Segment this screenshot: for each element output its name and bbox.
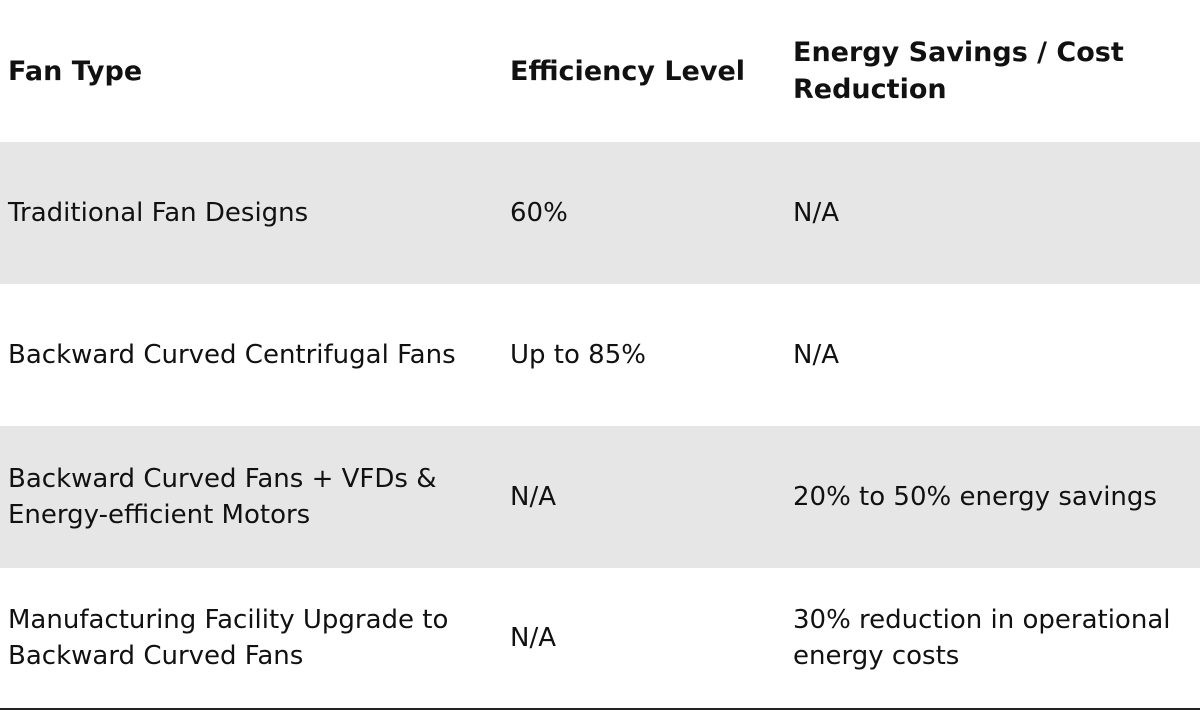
cell-savings: N/A <box>785 284 1200 426</box>
cell-efficiency: N/A <box>502 426 785 568</box>
cell-efficiency: N/A <box>502 568 785 710</box>
header-row: Fan Type Efficiency Level Energy Savings… <box>0 0 1200 142</box>
cell-efficiency: Up to 85% <box>502 284 785 426</box>
cell-efficiency: 60% <box>502 142 785 284</box>
cell-savings: 30% reduction in operational energy cost… <box>785 568 1200 710</box>
header-efficiency-level: Efficiency Level <box>502 0 785 142</box>
table-body: Traditional Fan Designs 60% N/A Backward… <box>0 142 1200 710</box>
cell-fan-type: Backward Curved Centrifugal Fans <box>0 284 502 426</box>
table-row: Backward Curved Centrifugal Fans Up to 8… <box>0 284 1200 426</box>
cell-fan-type: Traditional Fan Designs <box>0 142 502 284</box>
header-fan-type: Fan Type <box>0 0 502 142</box>
cell-fan-type: Backward Curved Fans + VFDs & Energy-eff… <box>0 426 502 568</box>
header-energy-savings: Energy Savings / Cost Reduction <box>785 0 1200 142</box>
cell-savings: N/A <box>785 142 1200 284</box>
table-row: Traditional Fan Designs 60% N/A <box>0 142 1200 284</box>
cell-savings: 20% to 50% energy savings <box>785 426 1200 568</box>
cell-fan-type: Manufacturing Facility Upgrade to Backwa… <box>0 568 502 710</box>
table-row: Manufacturing Facility Upgrade to Backwa… <box>0 568 1200 710</box>
table-header: Fan Type Efficiency Level Energy Savings… <box>0 0 1200 142</box>
table-row: Backward Curved Fans + VFDs & Energy-eff… <box>0 426 1200 568</box>
